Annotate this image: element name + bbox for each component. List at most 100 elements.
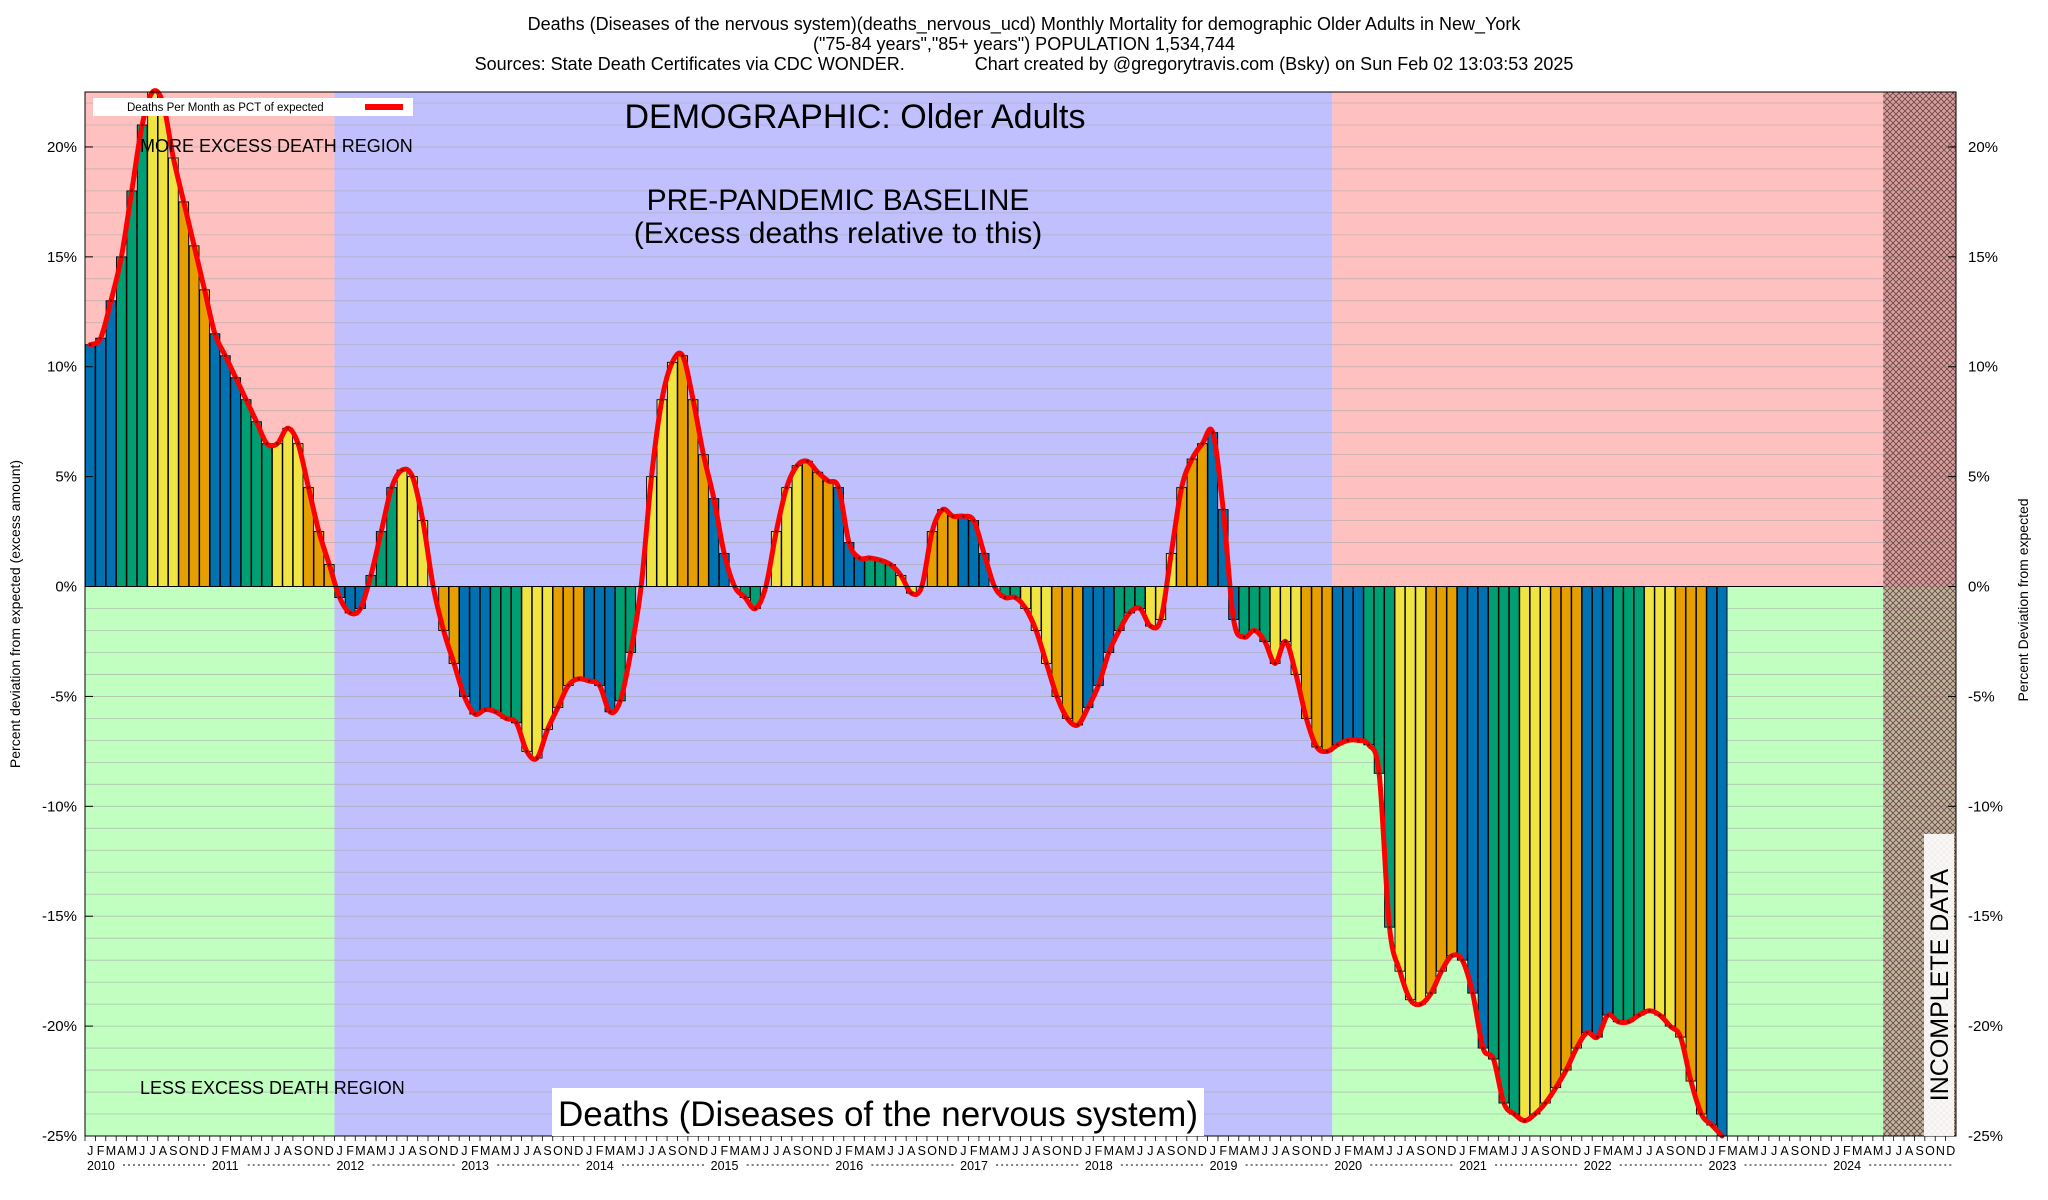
x-month-label: O <box>553 1144 563 1158</box>
x-month-label: O <box>1676 1144 1686 1158</box>
x-month-label: M <box>1353 1144 1363 1158</box>
series-point <box>452 662 456 665</box>
series-line <box>87 88 1725 1139</box>
x-month-label: A <box>491 1144 500 1158</box>
series-point <box>598 684 601 687</box>
x-month-label: J <box>1771 1144 1777 1158</box>
series-point <box>577 677 580 681</box>
x-month-label: J <box>887 1144 893 1158</box>
x-month-label: O <box>1301 1144 1311 1158</box>
data-bar <box>1321 586 1333 752</box>
chart-series-line <box>87 88 1725 1139</box>
data-bar <box>562 586 574 686</box>
series-point <box>671 361 674 364</box>
data-bar <box>1685 586 1697 1082</box>
series-point <box>1336 743 1339 746</box>
x-month-label: J <box>1272 1144 1278 1158</box>
series-point <box>1710 1123 1713 1127</box>
x-month-label: J <box>461 1144 467 1158</box>
x-month-label: J <box>1023 1144 1029 1158</box>
data-bar <box>1581 586 1593 1034</box>
data-bar <box>1508 586 1520 1115</box>
x-month-label: M <box>1727 1144 1737 1158</box>
x-month-label: M <box>1374 1144 1384 1158</box>
data-bar <box>1644 586 1655 1012</box>
series-point <box>515 721 518 724</box>
data-bar <box>157 102 169 587</box>
series-point <box>681 354 684 357</box>
series-point <box>1398 969 1402 973</box>
data-bar <box>677 355 689 587</box>
y-tick-label: 5% <box>55 469 77 486</box>
series-point <box>1273 662 1277 665</box>
x-month-label: S <box>1292 1144 1300 1158</box>
series-point <box>338 596 341 599</box>
demographic-label: DEMOGRAPHIC: Older Adults <box>624 98 1085 136</box>
series-point <box>1689 1079 1693 1083</box>
x-month-label: S <box>1791 1144 1799 1158</box>
series-point <box>1211 431 1214 434</box>
x-month-label: S <box>1167 1144 1175 1158</box>
x-month-label: O <box>1551 1144 1561 1158</box>
x-month-label: S <box>1042 1144 1050 1158</box>
x-month-label: M <box>1852 1144 1862 1158</box>
x-month-label: A <box>1240 1144 1249 1158</box>
chart-sources: Sources: State Death Certificates via CD… <box>474 54 905 74</box>
x-month-label: J <box>274 1144 280 1158</box>
y-tick-label: 10% <box>47 359 77 376</box>
x-month-label: J <box>1085 1144 1091 1158</box>
x-month-label: J <box>1833 1144 1839 1158</box>
data-bar <box>136 124 148 587</box>
y-tick-label-right: -10% <box>1968 798 2003 815</box>
data-bar <box>1498 586 1510 1104</box>
x-month-label: J <box>264 1144 270 1158</box>
x-month-label: A <box>1739 1144 1748 1158</box>
y-tick-label: -10% <box>42 798 77 815</box>
series-point <box>1014 596 1017 599</box>
series-point <box>1263 640 1266 643</box>
data-bar <box>1592 586 1603 1038</box>
data-bar <box>209 333 221 587</box>
series-point <box>213 332 217 335</box>
data-bar <box>282 427 294 587</box>
x-month-label: F <box>222 1144 230 1158</box>
x-month-label: N <box>190 1144 199 1158</box>
data-bar <box>1436 586 1447 972</box>
series-point <box>369 574 373 577</box>
x-month-label: J <box>1262 1144 1268 1158</box>
data-bar <box>1488 586 1499 1060</box>
chart-annotations: Deaths Per Month as PCT of expected DEMOG… <box>93 98 1954 1136</box>
legend-box <box>93 98 413 116</box>
x-month-label: J <box>1646 1144 1652 1158</box>
series-point <box>1544 1101 1547 1105</box>
series-point <box>1305 717 1308 720</box>
series-point <box>1253 629 1256 632</box>
incomplete-data-label: INCOMPLETE DATA <box>1926 868 1954 1101</box>
x-month-label: O <box>678 1144 688 1158</box>
series-point <box>702 453 705 456</box>
x-month-label: A <box>1365 1144 1374 1158</box>
series-point <box>629 651 632 654</box>
series-point <box>1118 629 1121 632</box>
x-month-label: A <box>1614 1144 1623 1158</box>
x-month-label: A <box>1531 1144 1540 1158</box>
x-month-label: M <box>1000 1144 1010 1158</box>
series-point <box>380 530 383 533</box>
series-point <box>1086 706 1090 709</box>
data-bar <box>1654 586 1666 1016</box>
series-point <box>1180 486 1183 489</box>
x-month-label: M <box>750 1144 760 1158</box>
series-point <box>1034 629 1038 632</box>
chart-sources-line: Sources: State Death Certificates via CD… <box>0 54 2048 74</box>
series-point <box>494 710 497 714</box>
x-month-label: J <box>1386 1144 1392 1158</box>
x-month-label: J <box>524 1144 530 1158</box>
data-bar <box>1238 586 1250 638</box>
x-month-label: A <box>367 1144 376 1158</box>
series-point <box>816 471 820 474</box>
data-bar <box>490 586 501 713</box>
series-point <box>1409 998 1412 1001</box>
series-point <box>1201 442 1204 445</box>
series-point <box>421 519 425 522</box>
series-point <box>1346 739 1350 742</box>
